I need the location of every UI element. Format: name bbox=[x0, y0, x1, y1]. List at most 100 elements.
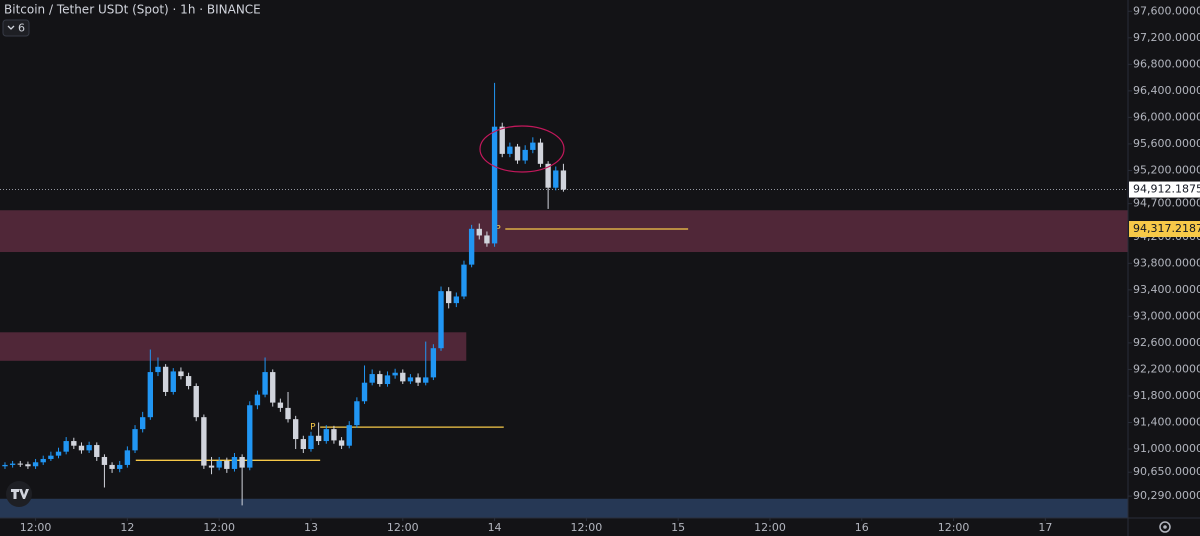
candle-body bbox=[2, 464, 8, 467]
candle-body bbox=[491, 126, 498, 244]
y-tick-label: 96,000.00000 bbox=[1133, 110, 1200, 123]
candle-body bbox=[369, 374, 375, 383]
candle-body bbox=[476, 228, 482, 236]
candle-body bbox=[270, 372, 276, 403]
candle-body bbox=[514, 146, 521, 161]
candle-body bbox=[323, 429, 329, 442]
y-tick-label: 90,650.00000 bbox=[1133, 465, 1200, 478]
candle-body bbox=[285, 407, 291, 420]
x-tick-label: 13 bbox=[304, 521, 318, 534]
candle-body bbox=[415, 377, 421, 383]
y-tick-label: 96,800.00000 bbox=[1133, 57, 1200, 70]
x-tick-label: 15 bbox=[671, 521, 685, 534]
candle-body bbox=[453, 296, 460, 304]
x-tick-label: 12:00 bbox=[571, 521, 603, 534]
candle-body bbox=[109, 464, 115, 469]
candle-body bbox=[94, 445, 100, 457]
candle-body bbox=[239, 456, 245, 468]
y-tick-label: 91,000.00000 bbox=[1133, 442, 1200, 455]
candle-body bbox=[537, 142, 544, 164]
candle-body bbox=[117, 464, 123, 469]
candle-body bbox=[277, 402, 284, 408]
candle-body bbox=[530, 142, 536, 150]
candle-body bbox=[63, 441, 69, 452]
candle-body bbox=[384, 375, 391, 385]
candle-body bbox=[224, 460, 230, 469]
candle-body bbox=[407, 377, 414, 382]
annotation-circle bbox=[479, 125, 565, 173]
candle-body bbox=[147, 372, 154, 418]
candle-body bbox=[430, 348, 437, 378]
candle-body bbox=[40, 458, 46, 463]
candle-body bbox=[507, 146, 513, 154]
candle-body bbox=[78, 445, 85, 451]
candle-body bbox=[423, 377, 429, 383]
candle-body bbox=[468, 228, 475, 265]
candle-body bbox=[216, 460, 222, 468]
candle-body bbox=[170, 371, 176, 392]
chart-title: Bitcoin / Tether USDt (Spot) · 1h · BINA… bbox=[4, 3, 261, 17]
candle-body bbox=[201, 417, 207, 466]
candle-body bbox=[308, 435, 314, 450]
settings-button[interactable] bbox=[1159, 521, 1171, 533]
x-tick-label: 12:00 bbox=[938, 521, 970, 534]
level-price-label: 94,317.21875 bbox=[1133, 222, 1200, 235]
zone bbox=[0, 210, 1128, 253]
candle-body bbox=[17, 463, 23, 465]
y-tick-label: 90,290.00000 bbox=[1133, 489, 1200, 502]
candle-body bbox=[522, 149, 528, 161]
price-axis-bg bbox=[1128, 0, 1200, 536]
candle-body bbox=[162, 366, 169, 392]
candle-body bbox=[346, 425, 352, 446]
candle-body bbox=[331, 429, 337, 441]
candle-body bbox=[545, 163, 551, 188]
x-tick-label: 12 bbox=[120, 521, 134, 534]
candle-body bbox=[400, 372, 406, 382]
candle-body bbox=[315, 435, 322, 442]
y-tick-label: 91,800.00000 bbox=[1133, 389, 1200, 402]
y-tick-label: 94,700.00000 bbox=[1133, 197, 1200, 210]
y-tick-label: 96,400.00000 bbox=[1133, 84, 1200, 97]
candle-body bbox=[354, 401, 360, 426]
candle-body bbox=[25, 464, 31, 467]
candle-body bbox=[32, 462, 39, 467]
candle-body bbox=[86, 445, 92, 451]
candle-body bbox=[499, 126, 505, 154]
candle-body bbox=[262, 372, 268, 395]
level-tag: P bbox=[310, 423, 316, 433]
candle-body bbox=[132, 429, 138, 451]
tv-logo[interactable] bbox=[6, 481, 32, 507]
candle-body bbox=[208, 465, 215, 468]
zone bbox=[0, 332, 467, 361]
x-tick-label: 16 bbox=[855, 521, 869, 534]
level-tag: P bbox=[495, 225, 501, 235]
candle-body bbox=[185, 376, 192, 387]
candle-body bbox=[48, 455, 54, 459]
x-tick-label: 17 bbox=[1038, 521, 1052, 534]
candle-body bbox=[445, 291, 452, 304]
y-tick-label: 93,800.00000 bbox=[1133, 256, 1200, 269]
y-tick-label: 92,200.00000 bbox=[1133, 362, 1200, 375]
candle-body bbox=[178, 371, 184, 377]
candle-body bbox=[377, 374, 383, 385]
y-tick-label: 97,600.00000 bbox=[1133, 4, 1200, 17]
x-tick-label: 12:00 bbox=[754, 521, 786, 534]
level-price-box bbox=[1129, 221, 1200, 238]
indicators-toggle[interactable]: 6 bbox=[2, 19, 30, 37]
candle-body bbox=[553, 170, 559, 188]
y-tick-label: 95,600.00000 bbox=[1133, 137, 1200, 150]
candle-body bbox=[438, 291, 444, 349]
plot: PP bbox=[0, 82, 1128, 518]
x-tick-label: 14 bbox=[488, 521, 502, 534]
candle-body bbox=[124, 450, 131, 465]
candle-body bbox=[254, 394, 261, 406]
y-tick-label: 95,200.00000 bbox=[1133, 163, 1200, 176]
y-tick-label: 93,400.00000 bbox=[1133, 283, 1200, 296]
y-tick-label: 92,600.00000 bbox=[1133, 336, 1200, 349]
candle-body bbox=[55, 451, 62, 456]
candle-body bbox=[461, 264, 467, 297]
indicator-count: 6 bbox=[18, 22, 25, 35]
y-tick-label: 97,200.00000 bbox=[1133, 31, 1200, 44]
